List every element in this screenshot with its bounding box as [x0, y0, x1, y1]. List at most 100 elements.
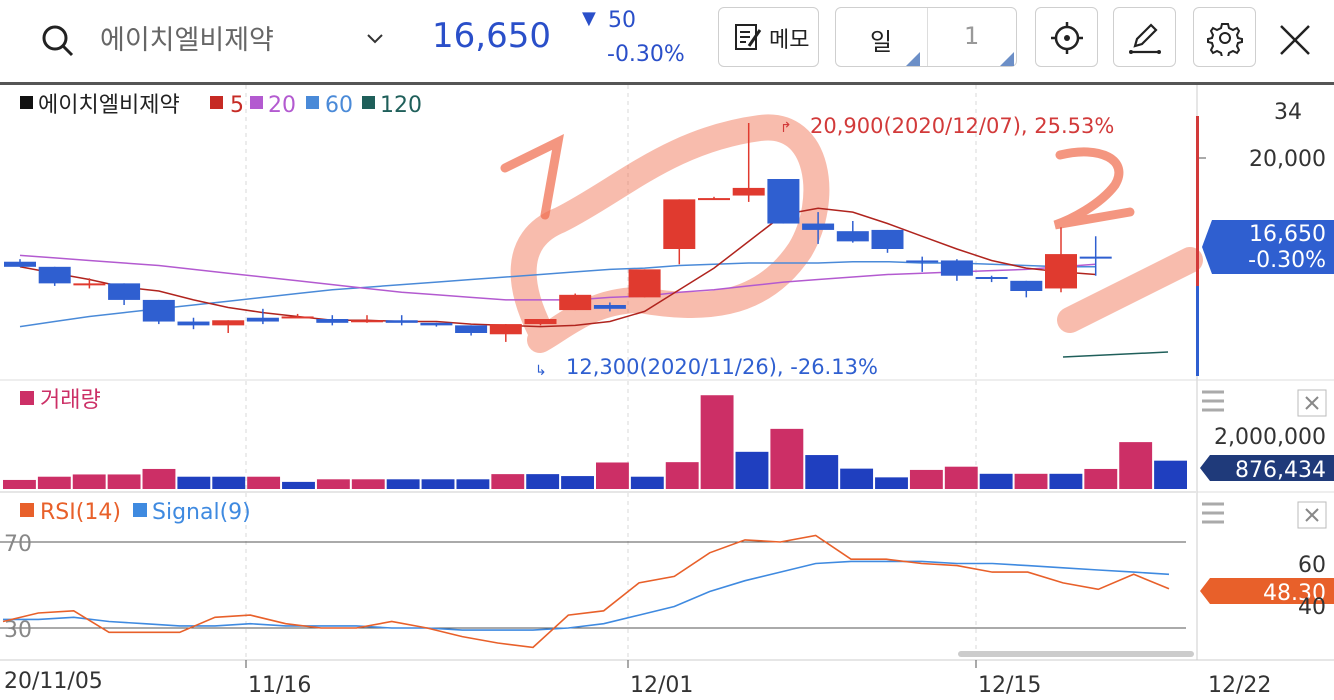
candle-body	[732, 187, 765, 196]
price-range-bar-blue	[1196, 286, 1199, 376]
candle-body	[351, 320, 383, 323]
price-range-bar-red	[1196, 116, 1199, 286]
search-icon[interactable]	[38, 22, 78, 62]
candle-body	[212, 320, 245, 326]
volume-bar	[840, 468, 874, 489]
volume-bar	[1154, 460, 1187, 489]
candle-body	[1079, 256, 1112, 259]
volume-bar	[735, 451, 769, 489]
legend-ma5: 5	[230, 93, 244, 118]
ma120-line	[1062, 351, 1169, 358]
candle-body	[767, 179, 800, 224]
change-arrow: ▼	[582, 8, 596, 29]
current-price: 16,650	[432, 16, 551, 56]
volume-bar	[1084, 468, 1118, 489]
crosshair-button[interactable]	[1035, 7, 1098, 67]
legend-volume: 거래량	[40, 388, 101, 413]
x-label: 11/16	[248, 673, 311, 698]
volume-legend: 거래량	[20, 388, 101, 413]
volume-bar	[37, 476, 71, 489]
ma20-line	[19, 254, 1096, 301]
candle-body	[593, 305, 626, 309]
volume-panel-menu-icon[interactable]	[1202, 390, 1224, 412]
rsi-line	[2, 534, 1170, 649]
close-icon[interactable]	[1277, 22, 1313, 58]
volume-bar	[1049, 473, 1083, 489]
legend-ma20: 20	[268, 93, 296, 118]
legend-ma60: 60	[325, 93, 353, 118]
volume-bar	[805, 455, 839, 489]
candle-body	[142, 299, 175, 322]
candle-body	[38, 266, 71, 284]
candle-body	[559, 294, 592, 311]
candle-body	[628, 269, 661, 298]
candle-body	[871, 229, 904, 249]
volume-bar	[1119, 442, 1153, 489]
candle-body	[802, 223, 835, 230]
candle-body	[940, 260, 973, 276]
volume-bar	[177, 476, 211, 489]
rsi-tick-40: 40	[1298, 595, 1326, 620]
corner-icon	[1000, 52, 1014, 66]
high-annotation: 20,900(2020/12/07), 25.53%	[810, 114, 1114, 138]
rsi-legend: RSI(14) Signal(9)	[20, 500, 251, 525]
volume-bar	[491, 474, 525, 489]
last-price-value: 16,650	[1249, 222, 1326, 247]
candle-body	[385, 320, 418, 323]
volume-bar	[351, 479, 385, 489]
last-price-tag: 16,650 -0.30%	[1202, 220, 1334, 274]
high-marker: ↱	[780, 120, 792, 136]
volume-bar	[456, 479, 490, 489]
ma60-line	[19, 260, 1096, 328]
crosshair-icon	[1051, 22, 1083, 54]
rsi-panel-close-icon[interactable]	[1297, 501, 1327, 529]
volume-bar	[72, 474, 106, 489]
top-bar: 에이치엘비제약 16,650 ▼ 50 -0.30% 메모 일 1	[0, 0, 1334, 85]
candle-body	[836, 231, 869, 242]
legend-ma120: 120	[380, 93, 422, 118]
volume-bar	[316, 479, 350, 489]
volume-bar	[875, 477, 908, 489]
volume-bar	[107, 474, 141, 489]
stock-name[interactable]: 에이치엘비제약	[100, 25, 274, 56]
candle-body	[246, 317, 279, 322]
period-label: 일	[870, 28, 893, 56]
memo-button[interactable]: 메모	[718, 7, 819, 67]
volume-tick: 2,000,000	[1214, 425, 1326, 450]
candle-body	[281, 316, 314, 319]
period-selector[interactable]: 일 1	[835, 7, 1017, 67]
volume-bar	[596, 462, 629, 489]
volume-bar	[386, 479, 420, 489]
candle-body	[489, 324, 522, 335]
last-price-change: -0.30%	[1248, 248, 1326, 273]
legend-rsi: RSI(14)	[40, 500, 121, 525]
period-count[interactable]: 1	[964, 22, 980, 50]
change-value: 50	[608, 8, 636, 33]
volume-bar	[944, 466, 978, 489]
rsi-tick-60: 60	[1298, 553, 1326, 578]
candle-body	[177, 321, 210, 326]
last-volume-tag: 876,434	[1200, 455, 1334, 483]
x-label: 12/01	[630, 673, 693, 698]
volume-bar	[421, 479, 455, 489]
volume-bar	[700, 395, 734, 489]
candle-body	[316, 319, 349, 323]
volume-panel-close-icon[interactable]	[1297, 389, 1327, 417]
chevron-down-icon[interactable]	[364, 30, 386, 46]
legend-name: 에이치엘비제약	[38, 93, 180, 118]
horizontal-scrollbar[interactable]	[958, 651, 1194, 657]
volume-bar	[282, 481, 315, 489]
change-percent: -0.30%	[607, 42, 685, 67]
gear-icon	[1207, 23, 1243, 56]
volume-bar	[979, 473, 1013, 489]
last-rsi-value: 48.30	[1263, 581, 1326, 606]
volume-bar	[561, 476, 594, 489]
low-marker: ↳	[535, 363, 547, 379]
rsi-30-label: 30	[4, 618, 32, 643]
settings-button[interactable]	[1193, 7, 1256, 67]
rsi-panel-menu-icon[interactable]	[1202, 502, 1224, 524]
low-annotation: 12,300(2020/11/26), -26.13%	[566, 355, 878, 379]
draw-button[interactable]	[1113, 7, 1176, 67]
ma5-line	[19, 207, 1096, 328]
